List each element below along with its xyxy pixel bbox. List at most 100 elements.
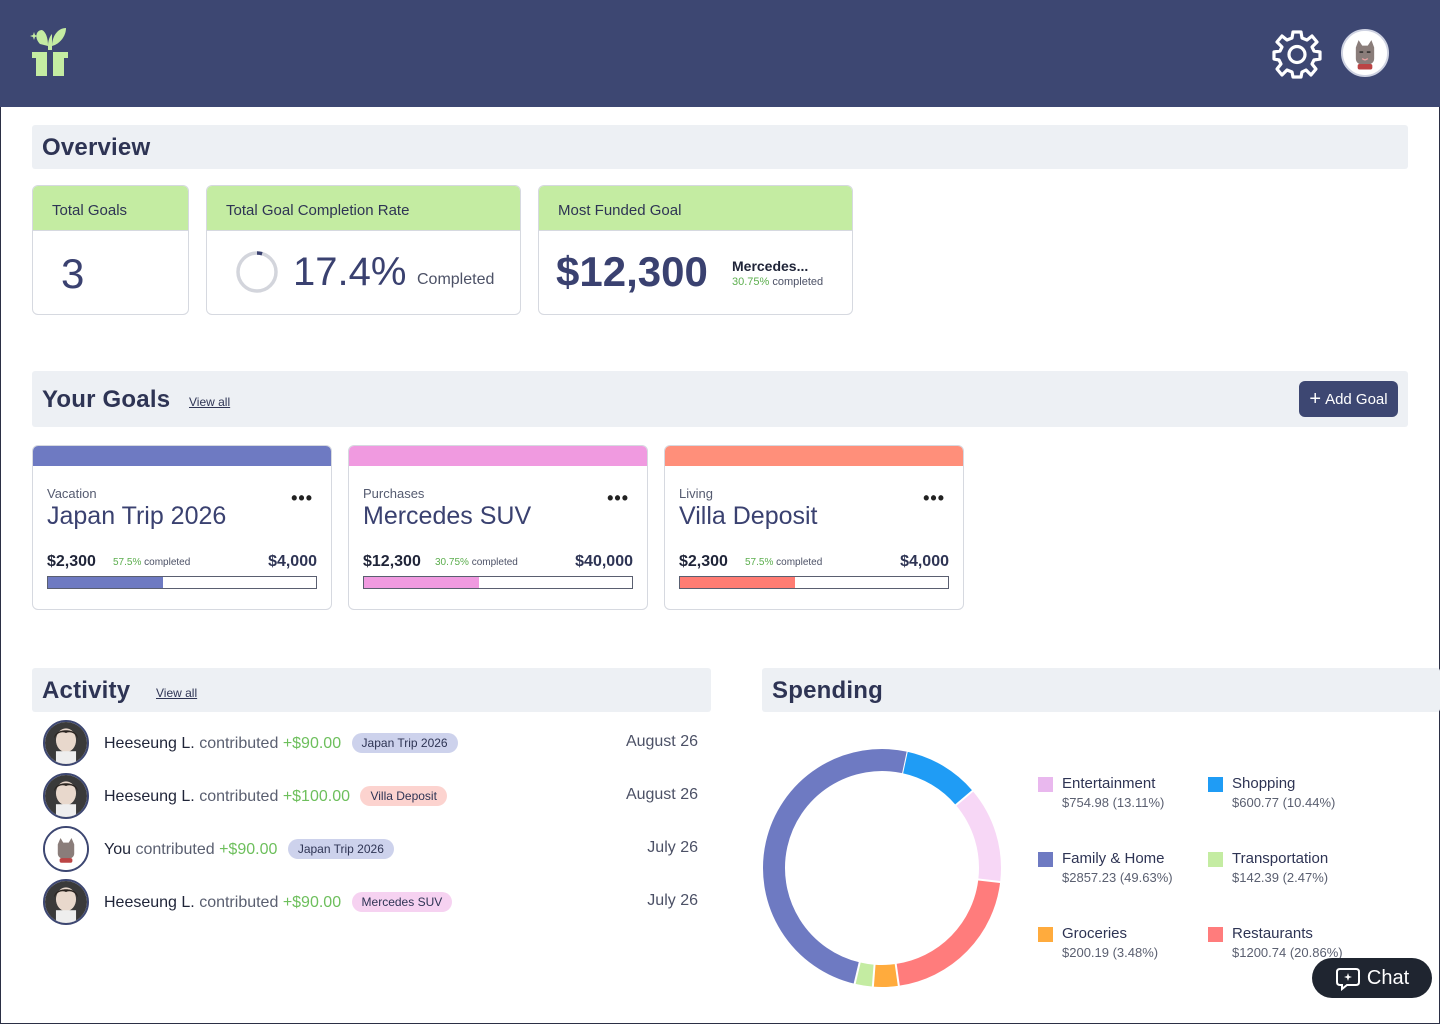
- more-options-icon[interactable]: •••: [291, 488, 313, 508]
- goal-target: $4,000: [268, 553, 317, 570]
- goal-name: Mercedes SUV: [363, 502, 532, 530]
- donut-separator: [894, 962, 900, 987]
- legend-value: $754.98 (13.11%): [1062, 795, 1165, 810]
- goals-header: Your Goals View all: [32, 371, 1408, 427]
- donut-separator: [871, 963, 876, 988]
- person-avatar: [43, 720, 89, 766]
- goal-progress-bar: [679, 576, 949, 589]
- legend-name: Family & Home: [1062, 850, 1165, 867]
- goal-percent: 30.75% completed: [435, 557, 518, 568]
- total-goals-card: Total Goals 3: [32, 185, 189, 315]
- chat-button[interactable]: Chat: [1312, 958, 1432, 998]
- most-funded-value: $12,300: [556, 248, 708, 295]
- person-avatar: [43, 879, 89, 925]
- goal-name: Villa Deposit: [679, 502, 818, 530]
- completion-rate-label: Total Goal Completion Rate: [207, 186, 520, 231]
- activity-title: Activity: [42, 677, 131, 704]
- legend-item: Transportation $142.39 (2.47%): [1208, 850, 1378, 890]
- legend-name: Shopping: [1232, 775, 1296, 792]
- goal-percent: 57.5% completed: [745, 557, 823, 568]
- goal-card[interactable]: Living Villa Deposit ••• $2,300 57.5% co…: [664, 445, 964, 610]
- donut-slice: [955, 790, 1001, 883]
- donut-slice: [763, 749, 907, 984]
- activity-row[interactable]: You contributed +$90.00 Japan Trip 2026 …: [43, 826, 703, 872]
- goal-amount: $12,300: [363, 553, 421, 570]
- legend-swatch: [1038, 927, 1053, 942]
- donut-slice: [895, 879, 1001, 986]
- activity-date: July 26: [647, 892, 698, 909]
- plant-gift-logo[interactable]: [28, 24, 72, 80]
- legend-swatch: [1208, 927, 1223, 942]
- legend-value: $200.19 (3.48%): [1062, 945, 1159, 960]
- user-avatar[interactable]: [1341, 29, 1389, 77]
- overview-title: Overview: [42, 134, 151, 161]
- goal-progress-bar: [363, 576, 633, 589]
- donut-slice: [901, 751, 973, 806]
- activity-view-all-link[interactable]: View all: [156, 686, 198, 700]
- total-goals-label: Total Goals: [33, 186, 188, 231]
- goal-tag: Mercedes SUV: [351, 892, 453, 912]
- goal-card[interactable]: Vacation Japan Trip 2026 ••• $2,300 57.5…: [32, 445, 332, 610]
- cat-avatar-icon: [43, 826, 89, 872]
- legend-value: $2857.23 (49.63%): [1062, 870, 1173, 885]
- activity-text: Heeseung L. contributed +$90.00 Mercedes…: [104, 892, 453, 912]
- goal-amount: $2,300: [47, 553, 96, 570]
- legend-value: $142.39 (2.47%): [1232, 870, 1329, 885]
- activity-row[interactable]: Heeseung L. contributed +$100.00 Villa D…: [43, 773, 703, 819]
- gear-icon[interactable]: [1272, 29, 1322, 79]
- spending-title: Spending: [772, 677, 883, 704]
- legend-swatch: [1208, 777, 1223, 792]
- top-navbar: [0, 0, 1440, 107]
- activity-date: July 26: [647, 839, 698, 856]
- legend-name: Restaurants: [1232, 925, 1313, 942]
- activity-row[interactable]: Heeseung L. contributed +$90.00 Japan Tr…: [43, 720, 703, 766]
- completion-suffix: Completed: [417, 271, 495, 288]
- most-funded-card: Most Funded Goal $12,300 Mercedes... 30.…: [538, 185, 853, 315]
- activity-text: Heeseung L. contributed +$100.00 Villa D…: [104, 786, 447, 806]
- goal-percent: 57.5% completed: [113, 557, 191, 568]
- legend-name: Groceries: [1062, 925, 1128, 942]
- donut-separator: [954, 789, 975, 807]
- spending-header: Spending: [762, 668, 1440, 712]
- legend-item: Shopping $600.77 (10.44%): [1208, 775, 1378, 815]
- donut-slice: [872, 963, 899, 987]
- goal-target: $4,000: [900, 553, 949, 570]
- plus-icon: +: [1309, 388, 1322, 410]
- goal-color-strip: [665, 446, 963, 466]
- more-options-icon[interactable]: •••: [607, 488, 629, 508]
- chat-sparkle-icon: [1335, 968, 1360, 991]
- goal-color-strip: [33, 446, 331, 466]
- activity-row[interactable]: Heeseung L. contributed +$90.00 Mercedes…: [43, 879, 703, 925]
- goal-tag: Japan Trip 2026: [287, 839, 394, 859]
- legend-swatch: [1038, 777, 1053, 792]
- goal-name: Japan Trip 2026: [47, 502, 227, 530]
- legend-name: Entertainment: [1062, 775, 1156, 792]
- most-funded-label: Most Funded Goal: [539, 186, 852, 231]
- goal-tag: Villa Deposit: [360, 786, 447, 806]
- activity-text: You contributed +$90.00 Japan Trip 2026: [104, 839, 394, 859]
- more-options-icon[interactable]: •••: [923, 488, 945, 508]
- goal-card[interactable]: Purchases Mercedes SUV ••• $12,300 30.75…: [348, 445, 648, 610]
- goal-progress-fill: [680, 577, 796, 588]
- goal-progress-bar: [47, 576, 317, 589]
- activity-header: Activity View all: [32, 668, 711, 712]
- legend-item: Family & Home $2857.23 (49.63%): [1038, 850, 1208, 890]
- activity-date: August 26: [625, 786, 698, 803]
- goal-category: Purchases: [363, 486, 425, 501]
- legend-value: $600.77 (10.44%): [1232, 795, 1336, 810]
- cat-avatar-icon: [1343, 31, 1387, 75]
- goal-color-strip: [349, 446, 647, 466]
- activity-date: August 26: [625, 733, 698, 750]
- overview-header: Overview: [32, 125, 1408, 169]
- legend-item: Entertainment $754.98 (13.11%): [1038, 775, 1208, 815]
- donut-slice: [854, 962, 875, 987]
- add-goal-button[interactable]: + Add Goal: [1299, 381, 1398, 417]
- goal-amount: $2,300: [679, 553, 728, 570]
- goal-category: Vacation: [47, 486, 97, 501]
- legend-swatch: [1208, 852, 1223, 867]
- legend-item: Groceries $200.19 (3.48%): [1038, 925, 1208, 965]
- legend-name: Transportation: [1232, 850, 1329, 867]
- donut-separator: [853, 961, 861, 986]
- goals-view-all-link[interactable]: View all: [189, 395, 231, 409]
- donut-separator: [977, 878, 1002, 884]
